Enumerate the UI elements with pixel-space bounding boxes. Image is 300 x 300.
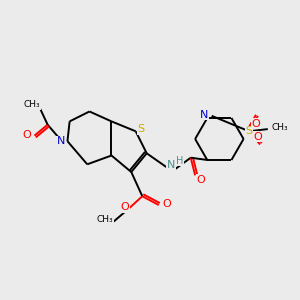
- Text: O: O: [196, 175, 205, 185]
- Text: CH₃: CH₃: [97, 215, 113, 224]
- Text: O: O: [251, 118, 260, 129]
- Text: H: H: [176, 156, 183, 166]
- Text: CH₃: CH₃: [272, 124, 288, 133]
- Text: O: O: [120, 202, 129, 212]
- Text: N: N: [200, 110, 208, 120]
- Text: N: N: [167, 160, 175, 170]
- Text: S: S: [245, 126, 253, 136]
- Text: O: O: [22, 130, 31, 140]
- Text: N: N: [57, 136, 65, 146]
- Text: CH₃: CH₃: [24, 100, 40, 109]
- Text: O: O: [162, 199, 171, 209]
- Text: S: S: [138, 124, 145, 134]
- Text: O: O: [254, 132, 262, 142]
